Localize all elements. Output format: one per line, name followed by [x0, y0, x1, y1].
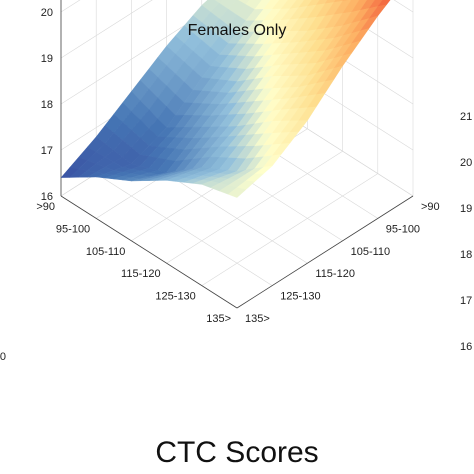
- right-axis-tick-label: 18: [460, 249, 472, 261]
- right-axis-tick-label: 21: [460, 111, 472, 123]
- right-axis-tick-label: 20: [460, 157, 472, 169]
- right-axis-tick-label: 17: [460, 295, 472, 307]
- x-axis-label: CTC Scores: [155, 436, 319, 469]
- z-tick-label: 19: [41, 53, 53, 65]
- axis-ticks: 1617181920211617181920210>9095-100105-11…: [0, 7, 472, 363]
- x-tick-label: 95-100: [56, 223, 90, 235]
- x-tick-label: 125-130: [155, 291, 195, 303]
- floor-grid-line: [96, 173, 273, 286]
- x-axis-line: [60, 195, 238, 309]
- z-tick-label: 18: [41, 99, 53, 111]
- right-axis-tick-label: 16: [460, 341, 472, 353]
- grid-line-z: [60, 0, 414, 105]
- x-tick-label: 115-120: [121, 268, 161, 280]
- right-axis-tick-label: 19: [460, 203, 472, 215]
- x-tick-label: 135>: [206, 313, 231, 325]
- y-tick-label: 115-120: [315, 268, 355, 280]
- y-axis-line: [236, 195, 414, 309]
- floor-grid-line: [166, 150, 343, 264]
- z-tick-label: 16: [41, 191, 53, 203]
- y-tick-label: 125-130: [280, 291, 320, 303]
- chart-title: Females Only: [187, 22, 287, 39]
- surface-mesh: [60, 0, 391, 198]
- x-tick-label: 105-110: [86, 246, 126, 258]
- floor-grid-line: [201, 173, 378, 286]
- y-tick-label: 135>: [245, 313, 270, 325]
- surface-facet: [227, 187, 247, 198]
- y-tick-label: 105-110: [351, 246, 391, 258]
- y-tick-label: >90: [421, 201, 440, 213]
- surface-facet: [214, 0, 223, 4]
- z-tick-label: 20: [41, 7, 53, 19]
- left-partial-tick-label: 0: [0, 351, 6, 363]
- y-tick-label: 95-100: [386, 223, 420, 235]
- x-tick-label: >90: [36, 201, 55, 213]
- z-tick-label: 17: [41, 145, 53, 157]
